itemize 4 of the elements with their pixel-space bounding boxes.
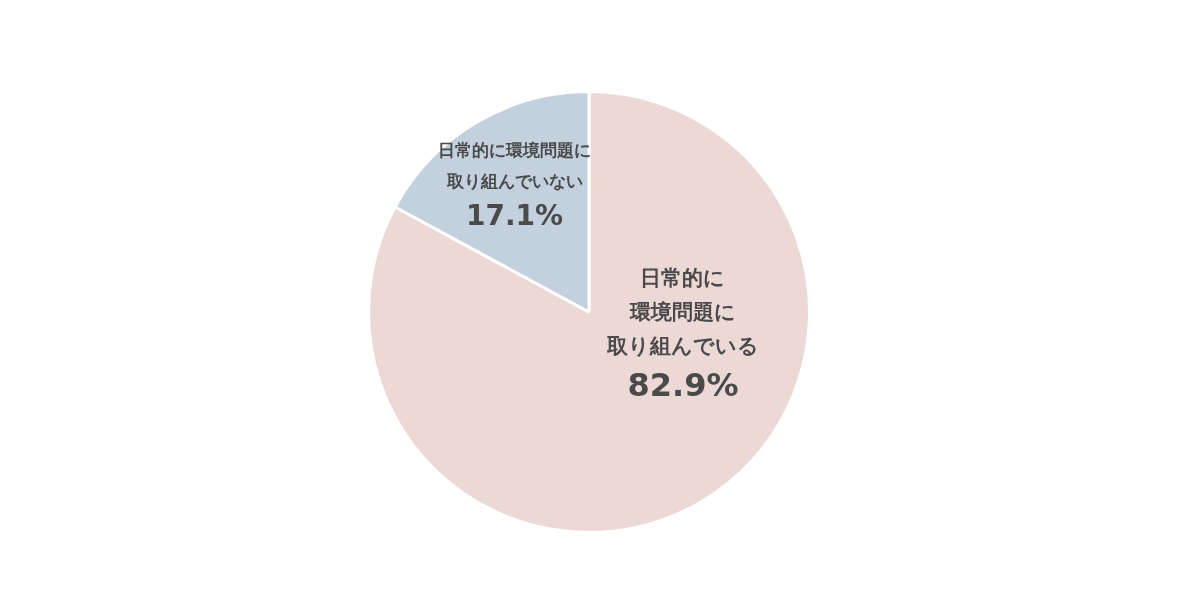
data-label: 82.9%	[627, 365, 739, 404]
slice-label: 日常的に環境問題に取り組んでいない	[438, 139, 592, 191]
data-label: 17.1%	[465, 199, 564, 233]
slice-label: 日常的に環境問題に取り組んでいる	[605, 265, 759, 358]
